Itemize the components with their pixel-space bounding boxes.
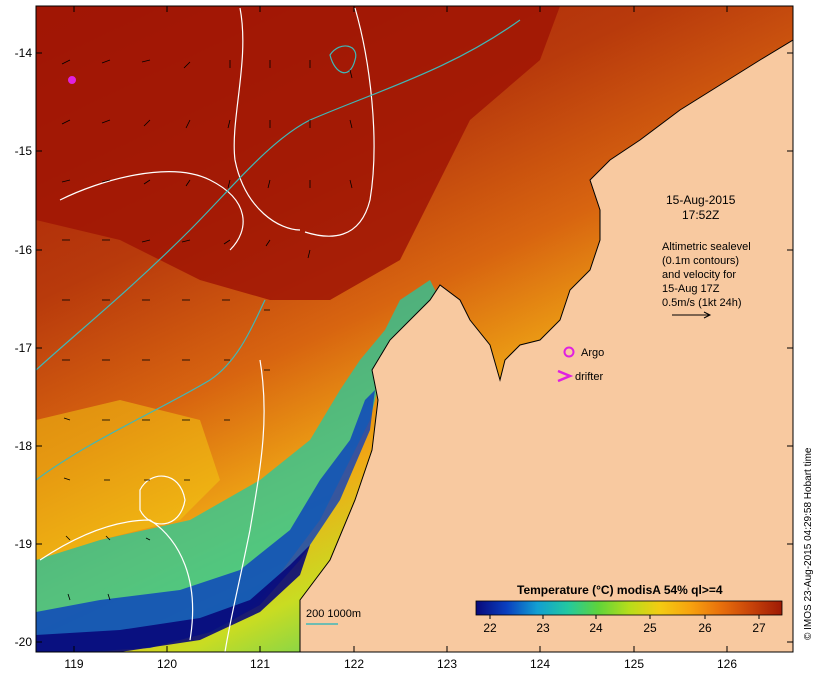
- lon-tick-label: 123: [437, 657, 457, 671]
- lon-tick-label: 121: [250, 657, 270, 671]
- lon-tick-label: 120: [157, 657, 177, 671]
- coastline: [299, 39, 793, 652]
- argo-legend-icon: [563, 346, 575, 358]
- lat-tick-label: -14: [15, 46, 33, 60]
- plot-frame: [35, 5, 794, 653]
- altimetry-note-line: 15-Aug 17Z: [662, 283, 720, 295]
- lat-tick-label: -16: [15, 243, 33, 257]
- colorbar-tick-label: 22: [483, 621, 497, 635]
- colorbar-tick-label: 25: [643, 621, 657, 635]
- land-mass: [300, 6, 793, 652]
- colorbar-tick-label: 23: [536, 621, 550, 635]
- lat-tick-label: -20: [15, 635, 33, 649]
- lon-tick-label: 122: [344, 657, 364, 671]
- coastal-cool-band: [36, 280, 440, 652]
- lat-tick-label: -19: [15, 537, 33, 551]
- colorbar-title: Temperature (°C) modisA 54% ql>=4: [517, 583, 723, 597]
- lon-tick-label: 126: [717, 657, 737, 671]
- timestamp-date: 15-Aug-2015: [666, 193, 736, 207]
- lat-tick-label: -18: [15, 439, 33, 453]
- altimetry-note-line: (0.1m contours): [662, 255, 739, 267]
- coastal-blue-band: [36, 390, 375, 652]
- altimetry-note-line: and velocity for: [662, 269, 736, 281]
- argo-legend-label: Argo: [581, 347, 604, 359]
- lon-tick-label: 119: [64, 657, 83, 671]
- drifter-legend-label: drifter: [575, 371, 603, 383]
- lat-tick-label: -15: [15, 144, 33, 158]
- lon-tick-label: 125: [624, 657, 644, 671]
- colorbar-tick-label: 24: [589, 621, 603, 635]
- lon-tick-marks: [73, 6, 728, 652]
- lat-tick-marks: [36, 52, 793, 643]
- colorbar-ticks: [489, 615, 760, 619]
- timestamp-time: 17:52Z: [682, 208, 719, 222]
- isobath-legend-label: 200 1000m: [306, 608, 361, 620]
- sealevel-contours: [39, 7, 375, 652]
- isobaths: [36, 19, 521, 481]
- argo-float-marker: [68, 76, 76, 84]
- drifter-legend-icon: [557, 369, 574, 383]
- map-plot-area: [36, 6, 793, 652]
- velocity-scale-arrow: [672, 311, 712, 319]
- altimetry-note-line: Altimetric sealevel: [662, 241, 751, 253]
- altimetry-note-line: 0.5m/s (1kt 24h): [662, 297, 741, 309]
- colorbar-tick-label: 26: [698, 621, 712, 635]
- colorbar: [475, 600, 783, 616]
- colorbar-tick-label: 27: [752, 621, 766, 635]
- lat-tick-label: -17: [15, 341, 33, 355]
- coastal-deep-blue-band: [36, 545, 310, 652]
- lon-tick-label: 124: [530, 657, 550, 671]
- velocity-vectors: [61, 59, 353, 601]
- warm-core-region: [36, 6, 560, 300]
- credit-text: © IMOS 23-Aug-2015 04:29:58 Hobart time: [803, 447, 814, 640]
